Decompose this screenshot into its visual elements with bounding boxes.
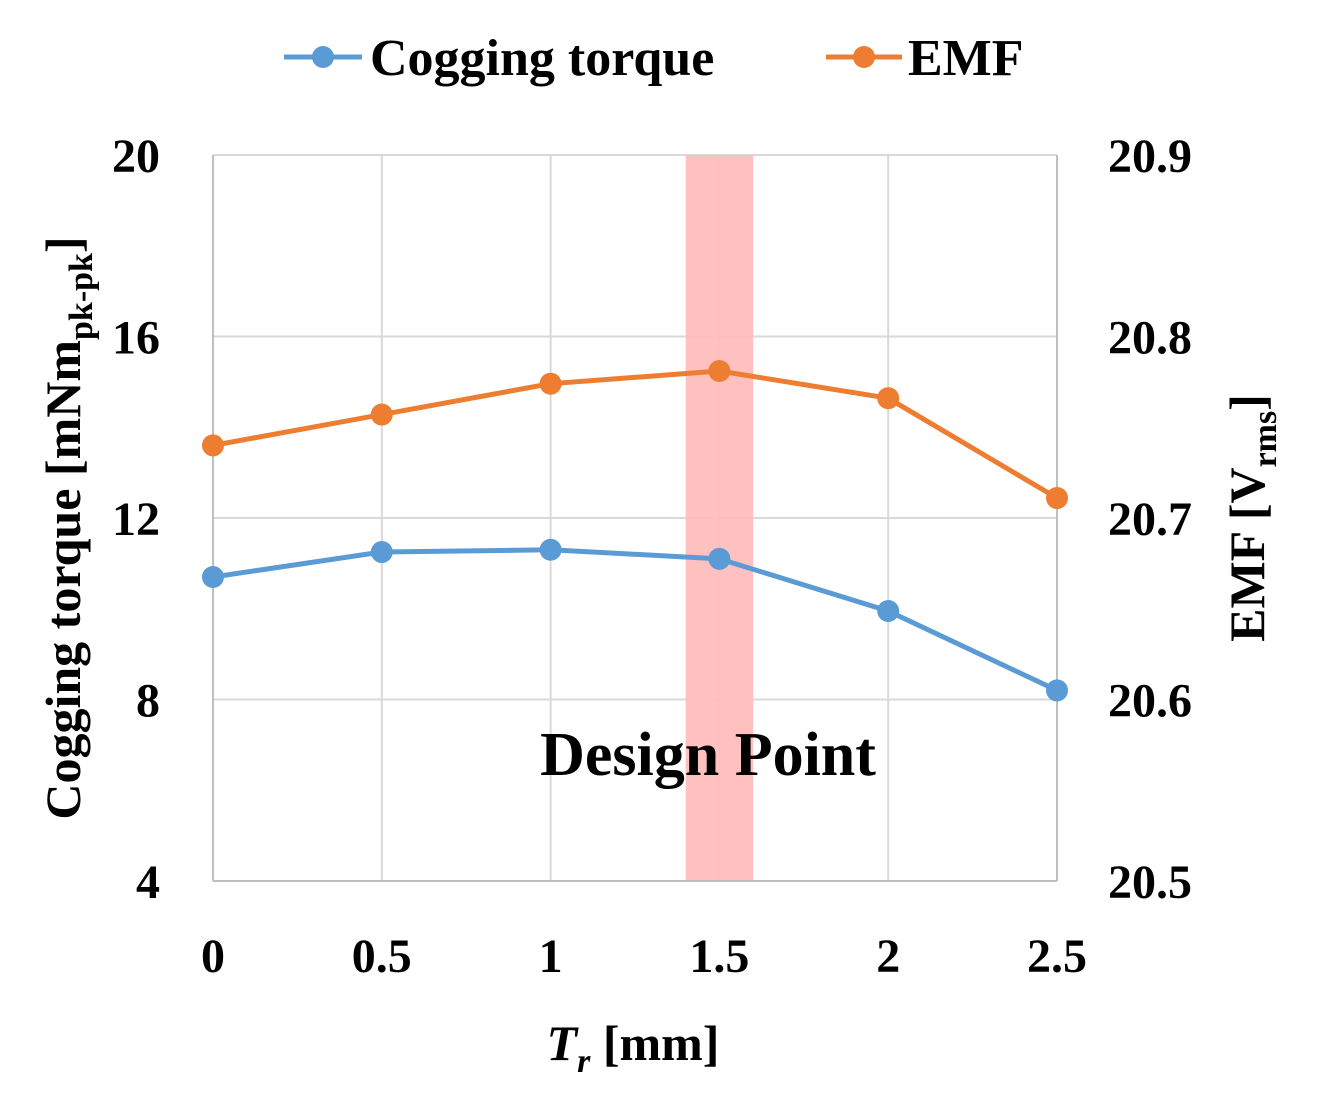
x-axis-title-sub: r — [577, 1043, 591, 1080]
x-tick-label: 1 — [539, 930, 563, 983]
design-point-label: Design Point — [540, 721, 876, 789]
series-line-emf — [212, 368, 1059, 501]
legend-label: Cogging torque — [370, 30, 714, 87]
x-tick-label: 0.5 — [352, 930, 412, 983]
data-point — [877, 600, 900, 623]
data-point — [708, 359, 731, 382]
y-right-axis-title-main: EMF [V — [1219, 467, 1275, 642]
y-right-tick-label: 20.8 — [1108, 312, 1192, 365]
y-left-tick-label: 12 — [112, 493, 160, 546]
legend-marker — [312, 46, 334, 68]
x-axis-title-main: T — [547, 1015, 580, 1071]
y-right-tick-label: 20.5 — [1108, 856, 1192, 909]
data-point — [539, 372, 562, 395]
series-layer — [202, 359, 1068, 702]
y-right-axis-title: EMF [Vrms] — [1219, 394, 1284, 642]
series-line-cogging-torque — [212, 547, 1059, 693]
data-point — [370, 403, 393, 426]
design-point-band — [685, 155, 754, 881]
x-tick-label: 2.5 — [1027, 930, 1087, 983]
y-right-tick-label: 20.7 — [1108, 493, 1192, 546]
y-right-tick-label: 20.6 — [1108, 675, 1192, 728]
data-point — [877, 387, 900, 410]
ticks-layer: 0 0.5 1 1.5 2 2.5 4 8 12 16 20 20.5 20.6 20.7 20.8 20.9 — [112, 130, 1192, 983]
legend: Cogging torque EMF — [284, 30, 1024, 87]
data-point — [708, 547, 731, 570]
axes-layer — [212, 155, 1058, 882]
x-tick-label: 0 — [201, 930, 225, 983]
x-tick-label: 1.5 — [689, 930, 749, 983]
y-left-axis-title-rest: ] — [35, 236, 91, 253]
y-left-tick-label: 20 — [112, 130, 160, 183]
data-point — [1046, 679, 1068, 702]
legend-marker — [853, 46, 875, 68]
y-left-axis-title-main: Cogging torque [mNm — [35, 340, 91, 820]
data-point — [370, 541, 393, 564]
y-right-axis-title-rest: ] — [1219, 394, 1275, 411]
data-point — [1046, 487, 1068, 510]
data-point — [202, 434, 224, 457]
y-right-tick-label: 20.9 — [1108, 130, 1192, 183]
design-band-layer — [685, 155, 754, 881]
y-left-tick-label: 16 — [112, 312, 160, 365]
y-left-tick-label: 4 — [136, 856, 160, 909]
y-left-axis-title: Cogging torque [mNmpk-pk] — [35, 236, 100, 819]
y-right-axis-title-sub: rms — [1247, 411, 1284, 468]
x-axis-title: Tr [mm] — [547, 1015, 720, 1080]
data-point — [202, 565, 224, 588]
legend-label: EMF — [908, 30, 1024, 87]
x-axis-title-rest: [mm] — [590, 1015, 719, 1071]
y-left-axis-title-sub: pk-pk — [63, 253, 100, 340]
data-point — [539, 538, 562, 561]
y-left-tick-label: 8 — [136, 675, 160, 728]
x-tick-label: 2 — [876, 930, 900, 983]
